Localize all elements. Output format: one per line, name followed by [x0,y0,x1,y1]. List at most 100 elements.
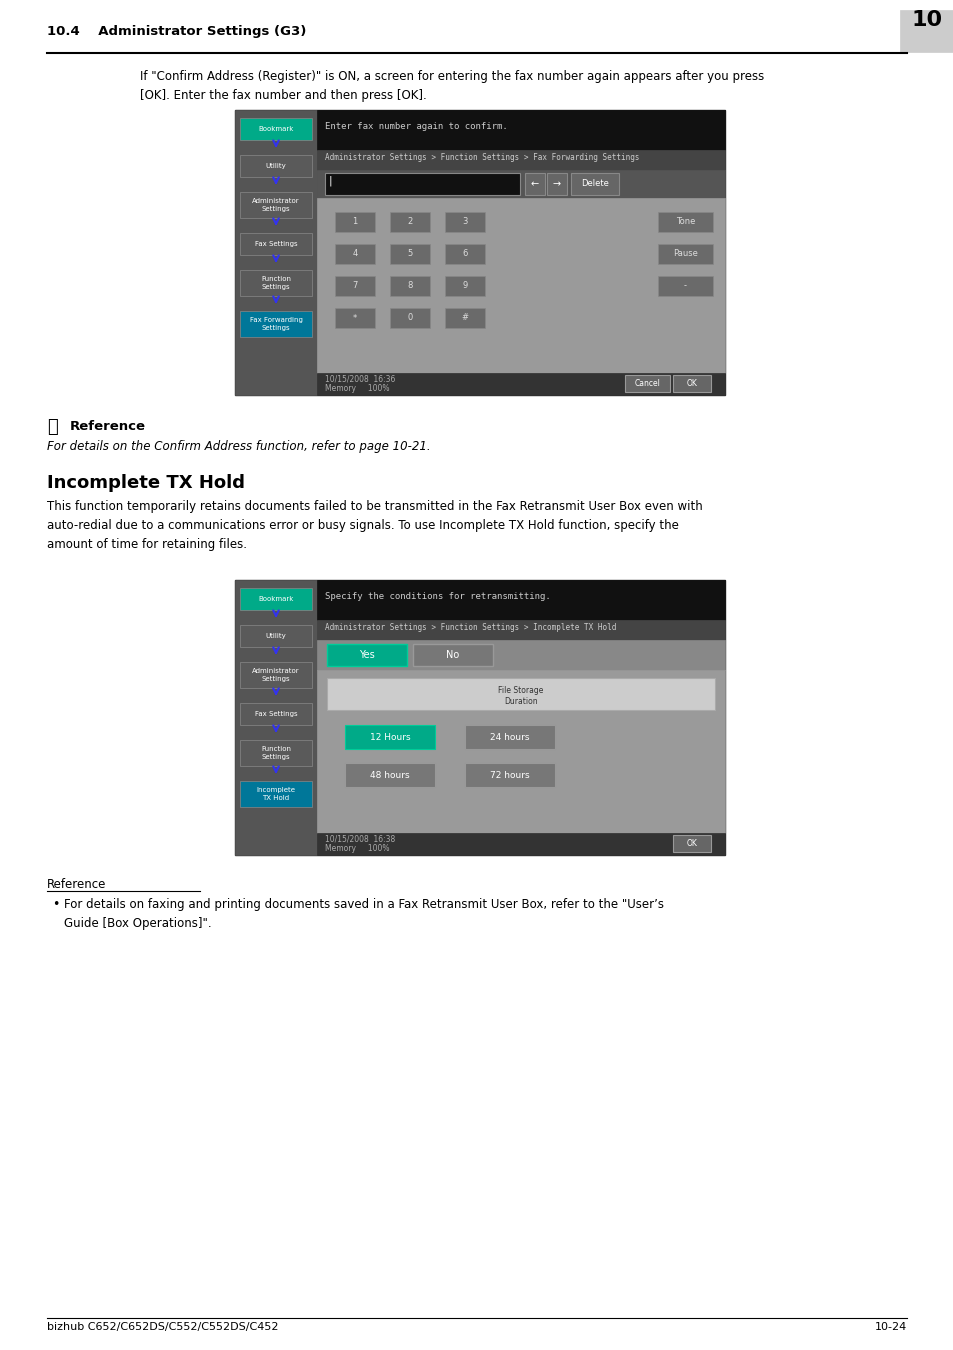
Text: Incomplete
TX Hold: Incomplete TX Hold [256,787,295,801]
Bar [316,198,724,373]
Text: 48 hours: 48 hours [370,771,410,779]
Text: 7: 7 [352,282,357,290]
Text: ←: ← [531,180,538,189]
Bar [444,308,484,328]
Text: This function temporarily retains documents failed to be transmitted in the Fax : This function temporarily retains docume… [47,500,702,551]
Bar [444,212,484,232]
Bar [316,109,724,150]
Bar [390,308,430,328]
Text: 24 hours: 24 hours [490,733,529,741]
Text: Cancel: Cancel [635,378,660,387]
Bar [240,117,312,140]
Bar [234,109,724,396]
Text: Bookmark: Bookmark [258,126,294,132]
Bar [672,836,710,852]
Text: *: * [353,313,356,323]
Text: -: - [683,282,686,290]
Bar [240,625,312,647]
Bar [316,670,724,833]
Text: bizhub C652/C652DS/C552/C552DS/C452: bizhub C652/C652DS/C552/C552DS/C452 [47,1322,278,1332]
Bar [390,212,430,232]
Bar [316,640,724,670]
Bar [327,644,407,666]
Bar [444,275,484,296]
Text: Utility: Utility [265,633,286,639]
Text: 3: 3 [462,217,467,227]
Text: 10/15/2008  16:36: 10/15/2008 16:36 [325,375,395,383]
Text: Memory     100%: Memory 100% [325,844,389,853]
Bar [464,725,555,749]
Bar [234,580,724,855]
Text: 12 Hours: 12 Hours [370,733,410,741]
Bar [316,580,724,620]
Bar [234,580,316,855]
Bar [240,270,312,296]
Bar [325,173,519,194]
Bar [327,678,714,710]
Bar [345,763,435,787]
Text: Function
Settings: Function Settings [261,277,291,290]
Bar [316,373,724,396]
Text: Function
Settings: Function Settings [261,747,291,760]
Text: 6: 6 [462,250,467,258]
Text: |: | [329,176,333,185]
Bar [658,244,712,265]
Text: 10-24: 10-24 [874,1322,906,1332]
Text: Memory     100%: Memory 100% [325,383,389,393]
Text: Administrator
Settings: Administrator Settings [252,198,299,212]
Text: Fax Settings: Fax Settings [254,242,297,247]
Bar [240,703,312,725]
Text: •: • [52,898,59,911]
Text: Reference: Reference [47,878,107,891]
Text: OK: OK [686,378,697,387]
Text: Fax Settings: Fax Settings [254,711,297,717]
Text: Specify the conditions for retransmitting.: Specify the conditions for retransmittin… [325,593,550,601]
Bar [240,310,312,338]
Bar [546,173,566,194]
Text: Administrator
Settings: Administrator Settings [252,668,299,682]
Text: 72 hours: 72 hours [490,771,529,779]
Text: No: No [446,649,459,660]
Bar [316,170,724,198]
Bar [335,308,375,328]
Text: 2: 2 [407,217,413,227]
Bar [390,244,430,265]
Bar [672,375,710,391]
Bar [316,833,724,855]
Bar [240,589,312,610]
Text: 📖: 📖 [47,418,58,436]
Bar [571,173,618,194]
Text: Reference: Reference [70,420,146,433]
Bar [240,662,312,688]
Bar [899,9,953,53]
Text: 10: 10 [910,9,942,30]
Text: Tone: Tone [675,217,695,227]
Bar [316,620,724,640]
Text: Administrator Settings > Function Settings > Incomplete TX Hold: Administrator Settings > Function Settin… [325,622,616,632]
Text: OK: OK [686,838,697,848]
Bar [240,740,312,765]
Text: Fax Forwarding
Settings: Fax Forwarding Settings [250,317,302,331]
Text: 10/15/2008  16:38: 10/15/2008 16:38 [325,836,395,844]
Bar [240,192,312,217]
Bar [240,234,312,255]
Bar [335,244,375,265]
Text: 0: 0 [407,313,413,323]
Text: Pause: Pause [673,250,698,258]
Text: 8: 8 [407,282,413,290]
Text: 9: 9 [462,282,467,290]
Bar [234,109,316,396]
Bar [335,275,375,296]
Text: Delete: Delete [580,180,608,189]
Text: 10.4    Administrator Settings (G3): 10.4 Administrator Settings (G3) [47,26,306,38]
Text: Utility: Utility [265,163,286,169]
Text: Bookmark: Bookmark [258,595,294,602]
Text: Enter fax number again to confirm.: Enter fax number again to confirm. [325,122,507,131]
Text: For details on faxing and printing documents saved in a Fax Retransmit User Box,: For details on faxing and printing docum… [64,898,663,930]
Bar [240,782,312,807]
Text: #: # [461,313,468,323]
Bar [658,212,712,232]
Text: Administrator Settings > Function Settings > Fax Forwarding Settings: Administrator Settings > Function Settin… [325,153,639,162]
Bar [345,725,435,749]
Text: →: → [553,180,560,189]
